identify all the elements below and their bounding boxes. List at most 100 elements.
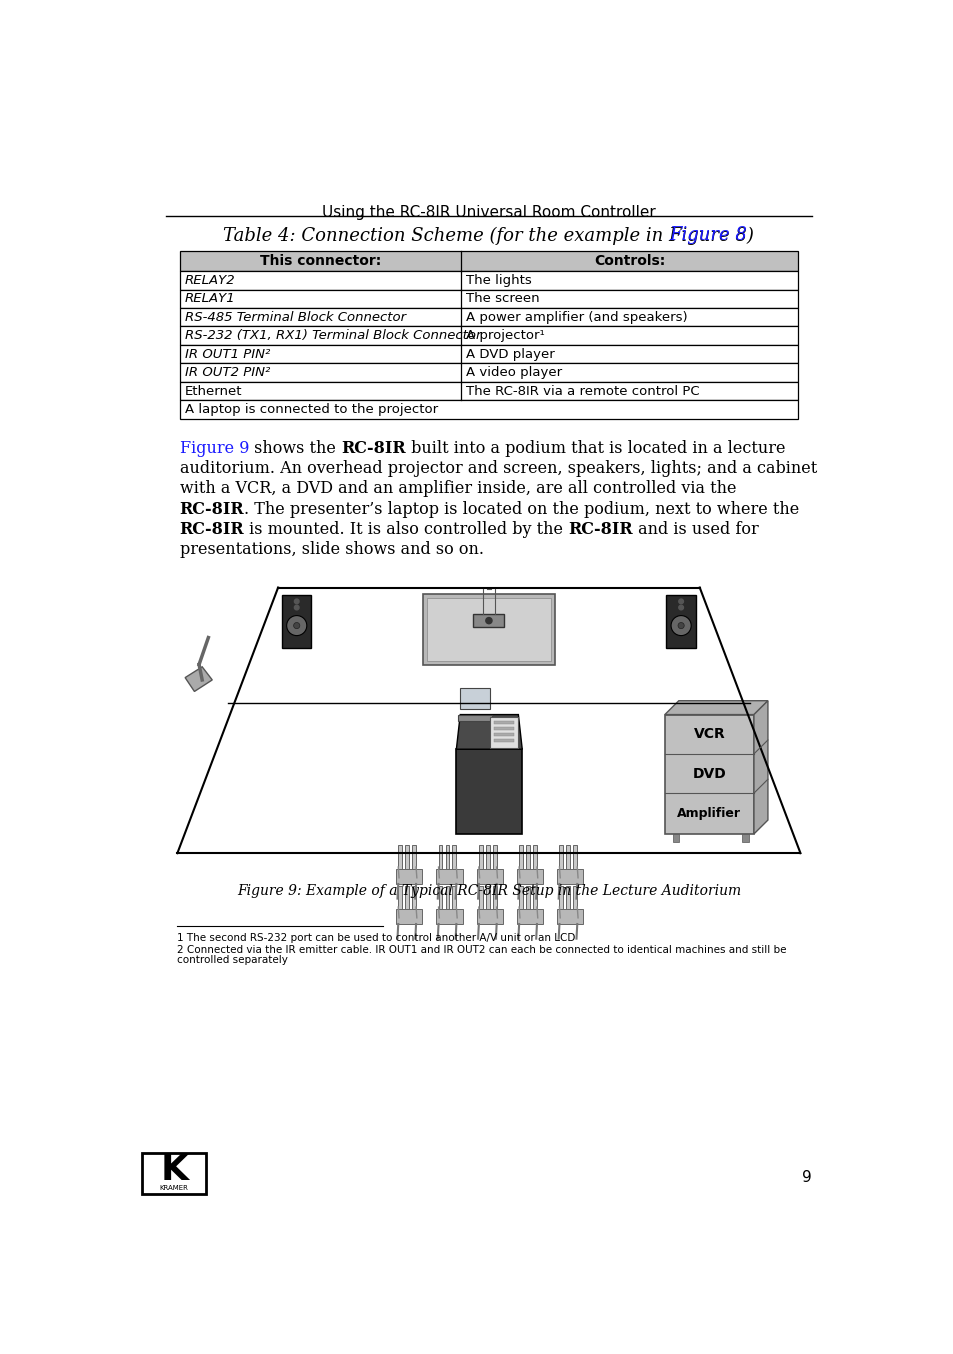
Bar xyxy=(566,845,570,868)
Text: K: K xyxy=(160,1154,188,1187)
Text: A projector¹: A projector¹ xyxy=(466,329,544,343)
Bar xyxy=(518,886,522,909)
Bar xyxy=(179,307,798,326)
Text: KRAMER: KRAMER xyxy=(160,1185,189,1192)
Bar xyxy=(533,886,537,909)
Text: RC-8IR: RC-8IR xyxy=(341,440,405,458)
Text: RC-8IR: RC-8IR xyxy=(179,520,244,538)
Text: 1 The second RS-232 port can be used to control another A/V unit or an LCD: 1 The second RS-232 port can be used to … xyxy=(177,933,576,944)
Text: with a VCR, a DVD and an amplifier inside, are all controlled via the: with a VCR, a DVD and an amplifier insid… xyxy=(179,481,736,497)
Text: IR OUT1 PIN²: IR OUT1 PIN² xyxy=(185,348,271,360)
Bar xyxy=(666,596,695,647)
Bar xyxy=(452,886,456,909)
Bar xyxy=(664,715,753,834)
Bar xyxy=(457,715,492,720)
Bar xyxy=(558,886,562,909)
Circle shape xyxy=(485,617,492,624)
Text: Amplifier: Amplifier xyxy=(677,807,740,821)
Bar xyxy=(405,845,409,868)
Text: RC-8IR: RC-8IR xyxy=(568,520,633,538)
Text: Figure 9: Example of a Typical RC-8IR Setup in the Lecture Auditorium: Figure 9: Example of a Typical RC-8IR Se… xyxy=(236,884,740,898)
Circle shape xyxy=(670,616,691,635)
Bar xyxy=(412,845,416,868)
Bar xyxy=(436,909,462,923)
Bar xyxy=(485,886,489,909)
Bar xyxy=(395,909,422,923)
Text: . The presenter’s laptop is located on the podium, next to where the: . The presenter’s laptop is located on t… xyxy=(244,501,799,517)
Text: RS-232 (TX1, RX1) Terminal Block Connector: RS-232 (TX1, RX1) Terminal Block Connect… xyxy=(185,329,481,343)
Text: shows the: shows the xyxy=(249,440,341,458)
Text: Figure 9: Figure 9 xyxy=(179,440,249,458)
Bar xyxy=(558,845,562,868)
Bar xyxy=(476,909,502,923)
Bar xyxy=(282,596,311,647)
Bar xyxy=(179,250,798,271)
Text: The RC-8IR via a remote control PC: The RC-8IR via a remote control PC xyxy=(466,385,700,398)
Bar xyxy=(179,290,798,307)
Text: A DVD player: A DVD player xyxy=(466,348,555,360)
Bar xyxy=(672,834,679,842)
Text: Figure 8: Figure 8 xyxy=(669,226,746,244)
Bar xyxy=(179,401,798,418)
Text: 9: 9 xyxy=(801,1170,811,1185)
Text: RELAY2: RELAY2 xyxy=(185,274,235,287)
Text: built into a podium that is located in a lecture: built into a podium that is located in a… xyxy=(405,440,784,458)
Circle shape xyxy=(286,616,307,635)
Bar xyxy=(478,845,482,868)
Bar xyxy=(422,593,555,665)
Bar xyxy=(397,886,402,909)
Bar xyxy=(741,834,748,842)
Bar xyxy=(525,845,530,868)
Text: presentations, slide shows and so on.: presentations, slide shows and so on. xyxy=(179,540,483,558)
Text: is mounted. It is also controlled by the: is mounted. It is also controlled by the xyxy=(244,520,568,538)
Bar xyxy=(427,597,550,661)
Circle shape xyxy=(294,623,299,628)
Polygon shape xyxy=(185,666,212,692)
Bar xyxy=(485,845,489,868)
Circle shape xyxy=(294,605,298,609)
Text: RS-485 Terminal Block Connector: RS-485 Terminal Block Connector xyxy=(185,311,406,324)
Bar xyxy=(445,886,449,909)
Bar xyxy=(493,733,514,737)
Bar xyxy=(452,845,456,868)
Bar xyxy=(438,886,442,909)
Polygon shape xyxy=(456,715,521,749)
Text: VCR: VCR xyxy=(693,727,724,741)
Polygon shape xyxy=(753,701,767,834)
Bar xyxy=(573,845,577,868)
Text: Using the RC-8IR Universal Room Controller: Using the RC-8IR Universal Room Controll… xyxy=(322,204,655,219)
Bar xyxy=(478,886,482,909)
Bar xyxy=(412,886,416,909)
Polygon shape xyxy=(664,701,767,715)
Text: controlled separately: controlled separately xyxy=(177,955,288,965)
Bar xyxy=(395,868,422,884)
Bar xyxy=(459,688,489,709)
Bar xyxy=(493,727,514,730)
Bar xyxy=(179,326,798,345)
Circle shape xyxy=(678,623,683,628)
Text: A laptop is connected to the projector: A laptop is connected to the projector xyxy=(185,403,437,416)
Bar xyxy=(557,868,583,884)
Circle shape xyxy=(679,605,682,609)
Text: IR OUT2 PIN²: IR OUT2 PIN² xyxy=(185,366,271,379)
Bar xyxy=(179,382,798,401)
Text: The lights: The lights xyxy=(466,274,532,287)
Circle shape xyxy=(679,598,682,604)
Bar xyxy=(557,909,583,923)
Text: and is used for: and is used for xyxy=(633,520,758,538)
Bar xyxy=(493,739,514,742)
Bar xyxy=(473,615,504,627)
Text: Table 4: Connection Scheme (for the example in Figure 8): Table 4: Connection Scheme (for the exam… xyxy=(223,226,754,245)
Bar xyxy=(476,868,502,884)
Bar xyxy=(179,345,798,363)
Bar xyxy=(142,1154,206,1193)
Bar xyxy=(405,886,409,909)
Bar xyxy=(517,909,542,923)
Text: The screen: The screen xyxy=(466,292,539,305)
Text: DVD: DVD xyxy=(692,766,725,781)
Bar xyxy=(493,845,497,868)
Bar xyxy=(517,868,542,884)
Bar xyxy=(533,845,537,868)
Text: 2 Connected via the IR emitter cable. IR OUT1 and IR OUT2 can each be connected : 2 Connected via the IR emitter cable. IR… xyxy=(177,945,786,955)
Bar xyxy=(445,845,449,868)
